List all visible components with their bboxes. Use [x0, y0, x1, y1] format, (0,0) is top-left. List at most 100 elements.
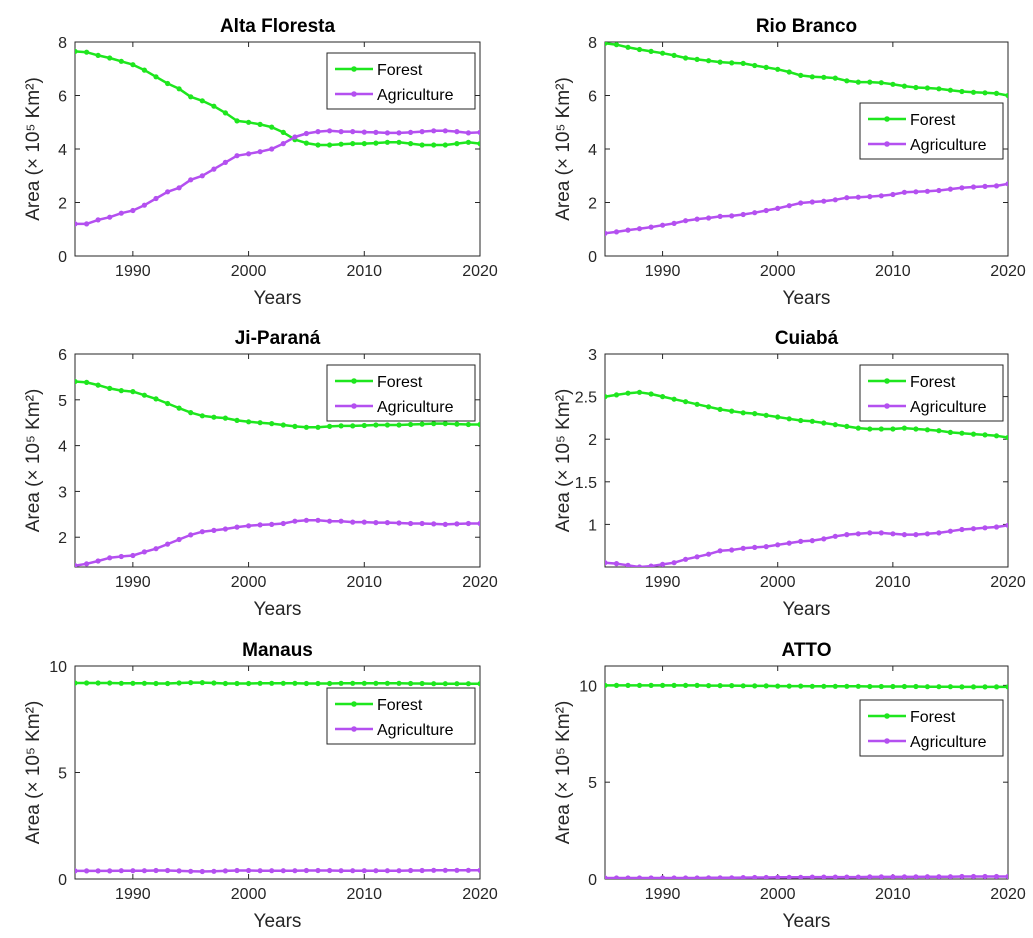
data-point — [211, 868, 217, 874]
data-point — [199, 680, 205, 686]
y-axis-label: Area (× 10⁵ Km²) — [23, 389, 44, 533]
series-agriculture — [605, 181, 1008, 236]
series-forest — [75, 48, 480, 148]
data-point — [176, 185, 182, 191]
y-tick-label: 1.5 — [575, 475, 597, 492]
data-point — [993, 183, 1000, 189]
x-tick-label: 2000 — [760, 574, 796, 591]
data-point — [844, 423, 850, 429]
data-point — [890, 191, 896, 198]
data-point — [431, 142, 437, 148]
data-point — [257, 420, 263, 426]
data-point — [752, 683, 758, 689]
data-point — [913, 874, 919, 879]
x-axis-label: Years — [783, 911, 831, 932]
data-point — [660, 394, 666, 400]
data-point — [75, 378, 78, 385]
x-tick-label: 2010 — [875, 574, 911, 591]
data-point — [211, 166, 217, 172]
data-point — [188, 532, 194, 538]
data-point — [798, 417, 804, 424]
panel-title: Cuiabá — [775, 328, 839, 349]
data-point — [338, 141, 344, 147]
data-point — [292, 518, 298, 524]
data-point — [775, 542, 781, 548]
data-point — [350, 680, 356, 686]
data-point — [419, 520, 425, 527]
data-point — [419, 867, 425, 874]
data-point — [384, 868, 390, 874]
data-point — [327, 128, 333, 134]
data-point — [832, 75, 838, 81]
data-point — [95, 680, 101, 686]
data-point — [625, 562, 631, 567]
data-point — [327, 680, 333, 687]
data-point — [257, 522, 263, 528]
data-point — [625, 390, 631, 396]
data-point — [396, 139, 402, 145]
x-tick-label: 2000 — [231, 574, 267, 591]
legend: Forest Agriculture — [326, 52, 476, 110]
series-agriculture — [75, 128, 480, 227]
data-point — [752, 210, 758, 216]
x-tick-label: 2000 — [760, 263, 796, 280]
data-point — [95, 382, 101, 388]
y-tick-label: 6 — [58, 89, 67, 106]
data-point — [384, 422, 390, 428]
y-tick-label: 5 — [58, 393, 67, 410]
data-point — [821, 683, 827, 689]
x-tick-label: 2010 — [875, 263, 911, 280]
data-point — [211, 414, 217, 420]
legend-frame — [326, 687, 476, 745]
data-point — [327, 142, 333, 148]
data-point — [821, 536, 827, 542]
data-point — [605, 560, 608, 566]
data-point — [671, 220, 677, 226]
data-point — [431, 867, 437, 873]
data-point — [867, 426, 873, 432]
data-point — [465, 139, 471, 145]
data-point — [924, 188, 931, 194]
data-point — [257, 149, 263, 155]
legend-label: Forest — [910, 374, 956, 391]
data-point — [832, 533, 838, 539]
legend-swatch-marker — [351, 66, 357, 72]
data-point — [613, 392, 620, 398]
data-point — [1005, 181, 1008, 187]
data-point — [625, 875, 631, 879]
data-point — [636, 682, 643, 689]
data-point — [959, 185, 965, 191]
data-point — [913, 683, 919, 690]
data-point — [924, 684, 931, 690]
data-point — [729, 213, 735, 219]
data-point — [222, 526, 228, 532]
y-tick-label: 2 — [58, 530, 67, 547]
data-point — [338, 129, 344, 135]
data-point — [384, 139, 390, 145]
data-point — [671, 396, 677, 402]
data-point — [246, 680, 252, 687]
data-point — [947, 684, 954, 690]
data-point — [234, 153, 240, 159]
data-point — [130, 680, 136, 686]
data-point — [970, 89, 977, 95]
data-point — [717, 59, 723, 65]
data-point — [280, 141, 286, 147]
data-point — [477, 867, 480, 873]
data-point — [234, 524, 240, 530]
data-point — [683, 875, 689, 879]
data-point — [234, 680, 240, 687]
data-point — [878, 426, 884, 432]
x-axis-label: Years — [783, 599, 831, 620]
series-agriculture — [75, 867, 480, 875]
data-point — [636, 875, 643, 879]
series-agriculture — [605, 873, 1008, 879]
y-tick-label: 5 — [588, 775, 597, 792]
data-point — [75, 868, 78, 874]
data-point — [118, 868, 124, 874]
data-point — [303, 424, 309, 430]
x-tick-label: 1990 — [645, 574, 681, 591]
data-point — [671, 52, 677, 59]
data-point — [419, 129, 425, 135]
data-point — [683, 556, 689, 562]
